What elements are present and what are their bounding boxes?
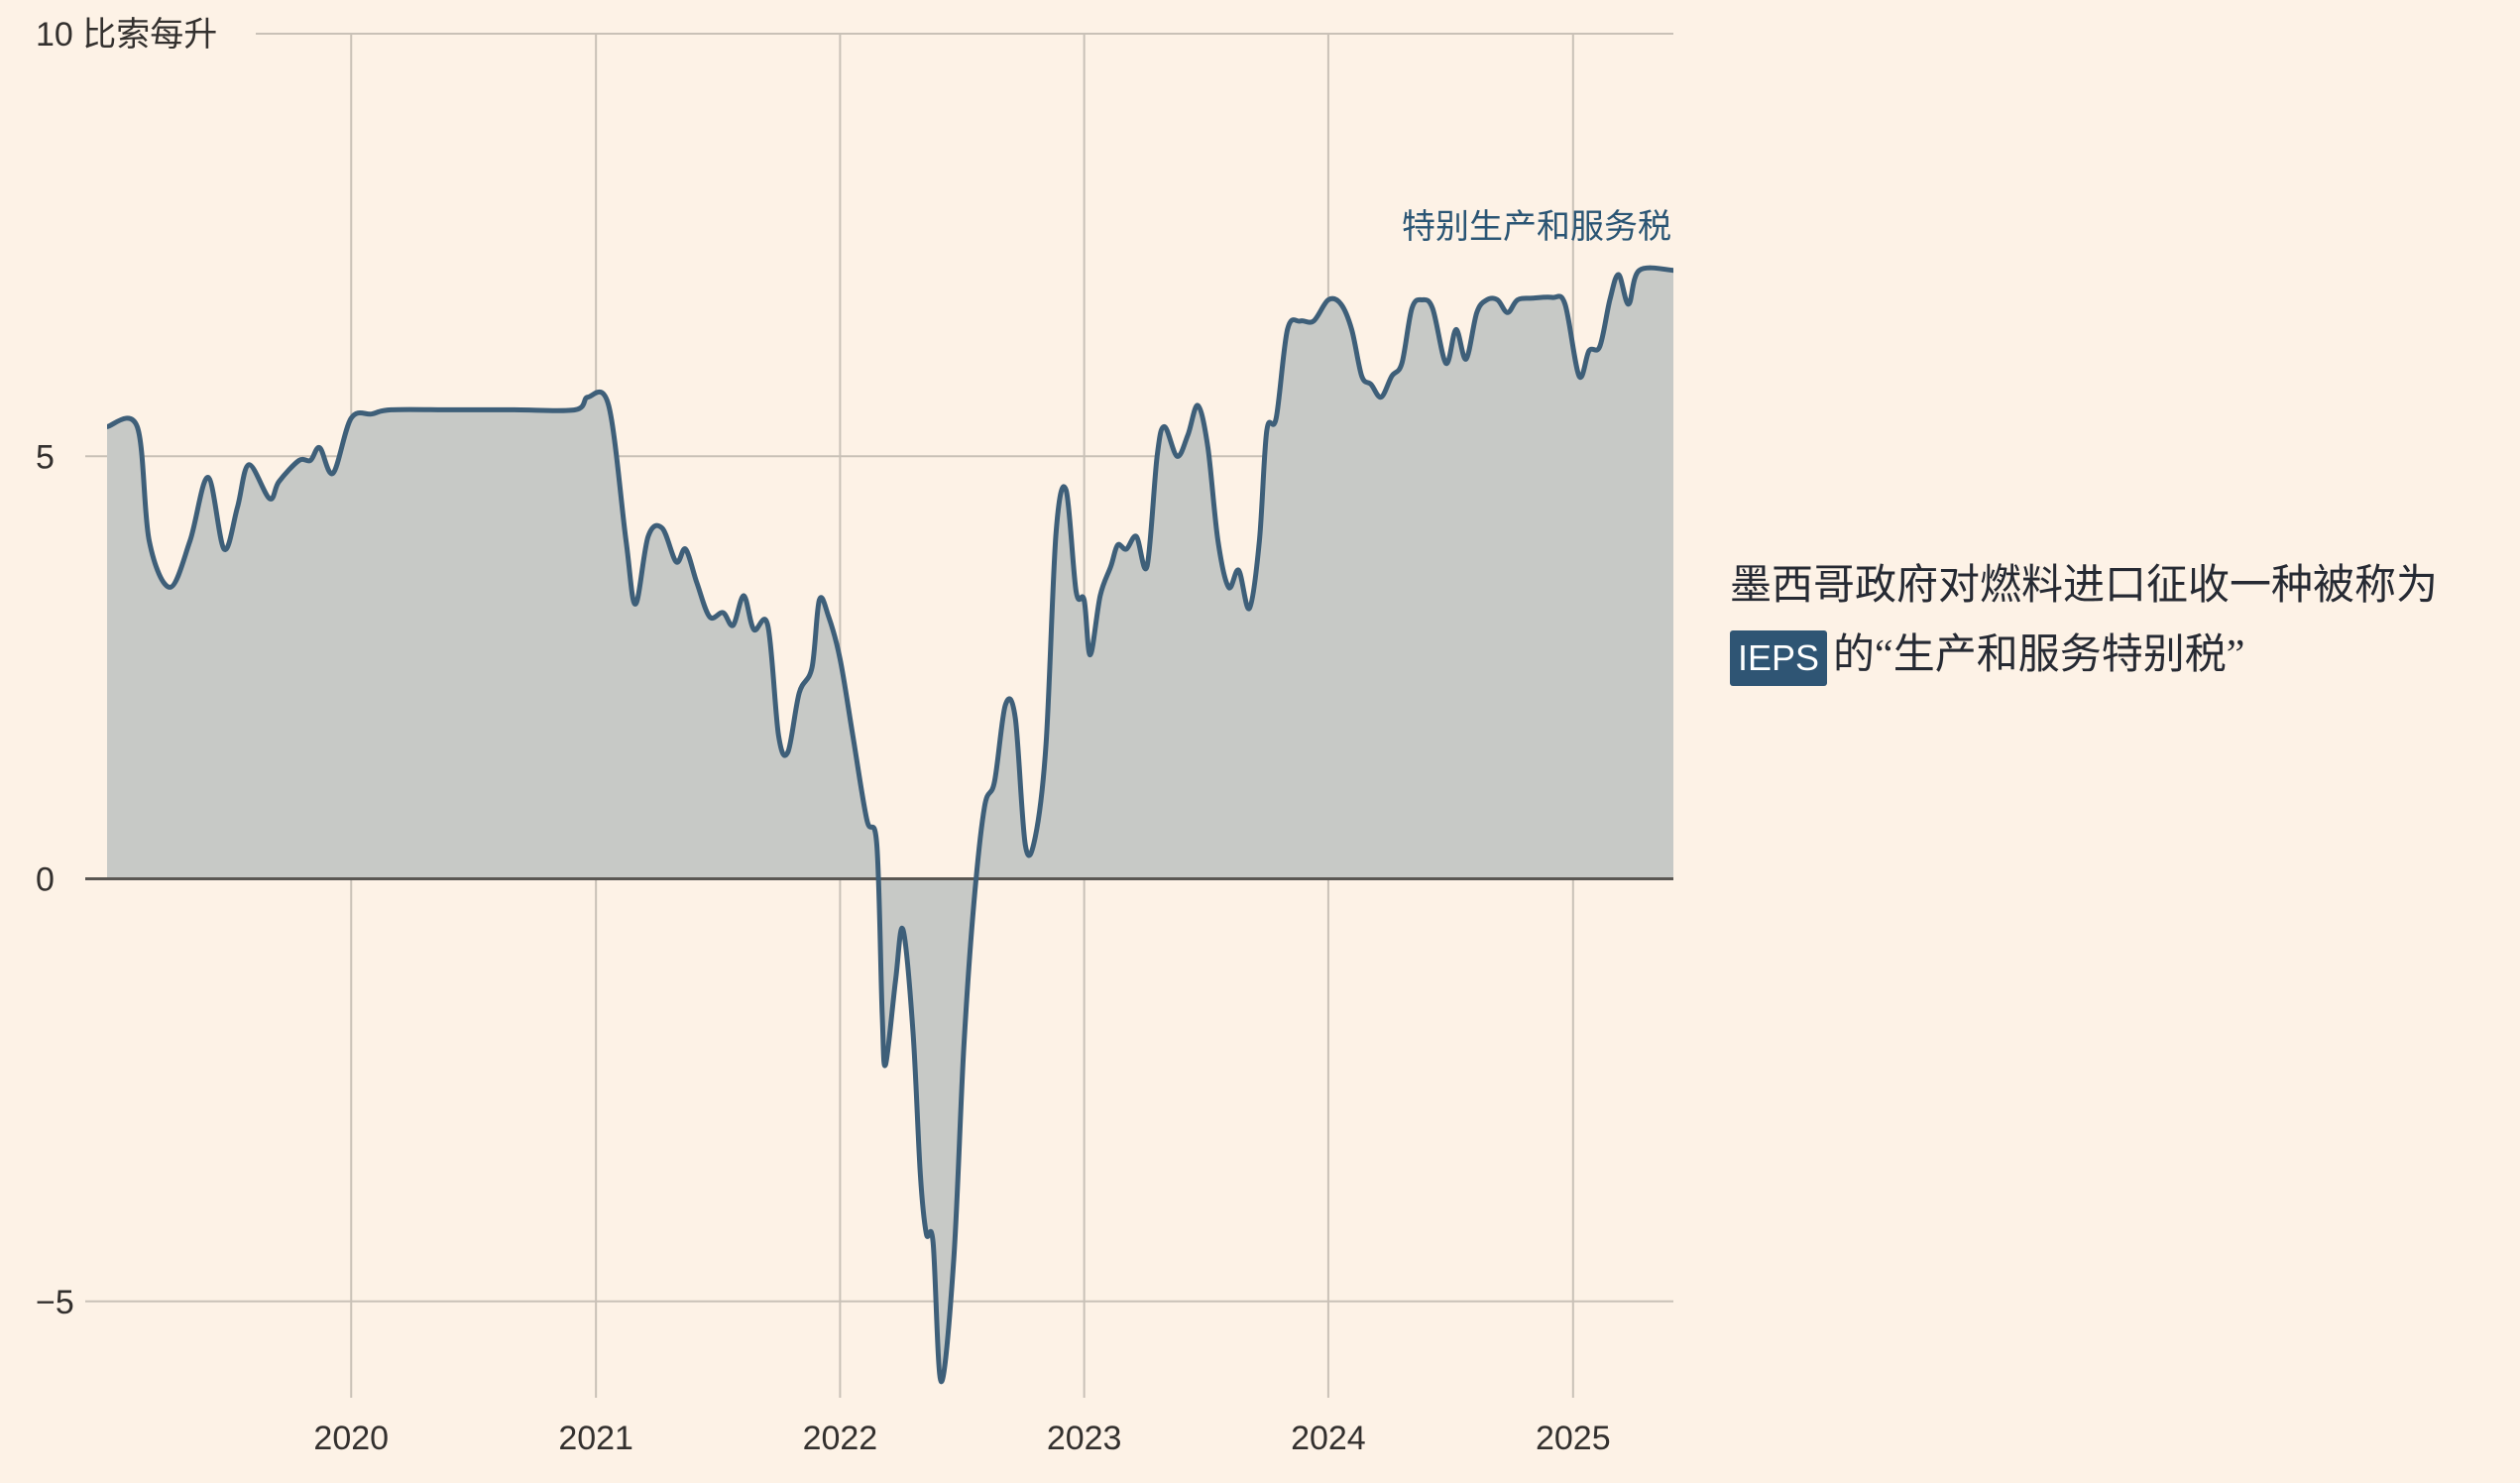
series-line	[106, 265, 1674, 1385]
chart-area: 10 比索每升 5 0 −5 2020 2021 2022 2023 2024 2025 特别生…	[36, 16, 1674, 1457]
x-tick-label: 2023	[1047, 1420, 1122, 1457]
annotation-text-after: 的“生产和服务特别税”	[1833, 632, 2245, 678]
y-tick-label: 5	[36, 438, 55, 476]
y-tick-label: 10 比索每升	[36, 16, 217, 54]
x-tick-label: 2022	[803, 1420, 878, 1457]
y-axis-ticks: 10 比索每升 5 0 −5	[36, 16, 217, 1321]
y-tick-label: 0	[36, 861, 55, 899]
area-fill	[107, 268, 1673, 1382]
x-tick-label: 2021	[558, 1420, 633, 1457]
ieps-badge: IEPS	[1730, 630, 1828, 687]
series-label: 特别生产和服务税	[1402, 208, 1671, 246]
annotation-text-before: 墨西哥政府对燃料进口征收一种被称为	[1730, 563, 2439, 609]
y-tick-label: −5	[36, 1284, 74, 1321]
x-tick-label: 2024	[1291, 1420, 1366, 1457]
x-tick-label: 2025	[1536, 1420, 1611, 1457]
x-tick-label: 2020	[313, 1420, 389, 1457]
annotation-text: 墨西哥政府对燃料进口征收一种被称为 IEPS 的“生产和服务特别税”	[1730, 551, 2503, 690]
x-axis-ticks: 2020 2021 2022 2023 2024 2025	[313, 1420, 1610, 1457]
